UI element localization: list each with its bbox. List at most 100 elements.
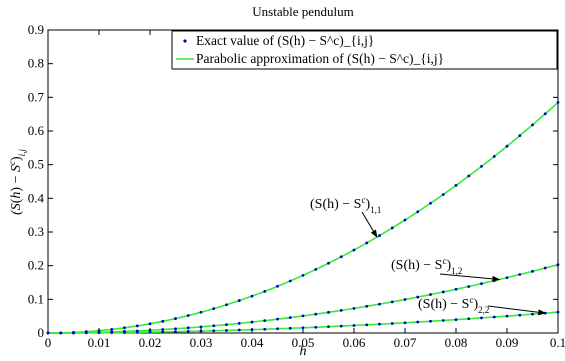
exact-point	[390, 322, 394, 325]
exact-point	[161, 319, 165, 323]
exact-point	[531, 312, 534, 316]
exact-point	[263, 289, 267, 293]
exact-point	[365, 323, 369, 327]
exact-point	[556, 263, 560, 267]
exact-point	[263, 327, 267, 331]
exact-point	[237, 321, 241, 325]
x-tick-label: 0.09	[496, 335, 519, 350]
y-tick-label: 0.6	[28, 123, 45, 138]
exact-point	[327, 325, 330, 329]
exact-point	[72, 331, 75, 335]
exact-point	[518, 134, 522, 138]
y-tick-label: 0.7	[28, 89, 45, 104]
exact-point	[531, 123, 534, 127]
exact-point	[135, 324, 139, 328]
exact-point	[352, 248, 356, 252]
exact-point	[225, 323, 228, 327]
exact-point	[454, 184, 458, 187]
exact-point	[327, 261, 330, 265]
x-tick-label: 0.02	[139, 335, 162, 350]
exact-point	[276, 317, 279, 321]
exact-point	[352, 324, 356, 327]
y-tick-label: 0.8	[28, 56, 44, 71]
exact-point	[429, 201, 432, 205]
legend: Exact value of (S(h) − S^c)_{i,j} Parabo…	[171, 30, 558, 70]
exact-point	[416, 320, 420, 324]
legend-box	[171, 30, 558, 70]
exact-point	[123, 326, 126, 330]
exact-point	[378, 302, 381, 306]
x-tick-label: 0.03	[190, 335, 213, 350]
exact-point	[186, 314, 190, 317]
y-tick-label: 0.9	[28, 22, 44, 37]
exact-point	[390, 300, 394, 304]
x-axis-ticks: 0 0.01 0.02 0.03 0.04 0.05 0.06 0.07 0.08 0.09 0.1	[45, 30, 565, 350]
exact-point	[365, 304, 369, 308]
x-tick-label: 0.05	[292, 335, 315, 350]
exact-point	[174, 330, 177, 334]
y-tick-label: 0.1	[28, 291, 44, 306]
exact-point	[339, 255, 343, 259]
exact-point	[314, 312, 318, 316]
exact-point	[416, 295, 420, 299]
exact-point	[301, 273, 305, 277]
exact-point	[276, 284, 279, 288]
exact-point	[505, 314, 509, 318]
exact-point	[403, 298, 407, 301]
annotation-label: (S(h) − Sc)1,2	[391, 256, 462, 276]
y-axis-ticks: 0 0.1 0.2 0.3 0.4 0.5 0.6 0.7 0.8 0.9	[28, 22, 558, 340]
exact-point	[250, 328, 254, 332]
exact-point	[161, 330, 165, 334]
exact-point	[543, 266, 547, 270]
x-tick-label: 0	[45, 335, 52, 350]
exact-point	[97, 331, 101, 335]
exact-point	[467, 174, 471, 178]
exact-point	[135, 330, 139, 334]
curve-annotations: (S(h) − Sc)1,1 (S(h) − Sc)1,2 (S(h) − Sc)2…	[310, 195, 547, 316]
exact-point	[148, 330, 152, 334]
exact-point	[148, 322, 152, 326]
exact-point	[199, 325, 203, 329]
x-axis-label: h	[300, 344, 307, 359]
exact-point	[84, 331, 88, 335]
exact-point	[225, 303, 228, 307]
exact-point	[492, 155, 496, 158]
exact-point	[288, 316, 292, 319]
exact-point	[492, 279, 496, 283]
exact-point	[301, 314, 305, 318]
exact-point	[250, 320, 254, 324]
exact-point	[556, 100, 560, 104]
exact-point	[365, 241, 369, 245]
exact-point	[174, 317, 177, 320]
exact-point	[441, 193, 445, 196]
exact-point	[174, 327, 177, 331]
exact-point	[199, 329, 203, 333]
annotation-arrow	[361, 211, 378, 238]
x-tick-label: 0.06	[343, 335, 366, 350]
exact-point	[339, 324, 343, 328]
exact-point	[225, 329, 228, 332]
x-tick-label: 0.08	[445, 335, 468, 350]
exact-point	[212, 329, 216, 333]
exact-point	[454, 318, 458, 322]
exact-point	[186, 330, 190, 333]
y-tick-label: 0	[38, 325, 45, 340]
exact-point	[339, 309, 343, 312]
annotation-arrow	[439, 273, 501, 282]
exact-point	[212, 324, 216, 328]
exact-point	[429, 319, 432, 323]
legend-label-parabolic: Parabolic approximation of (S(h) − S^c)_…	[196, 51, 444, 66]
annotation-label: (S(h) − Sc)2,2	[418, 295, 489, 315]
exact-point	[263, 319, 267, 323]
x-tick-label: 0.1	[550, 335, 565, 350]
exact-point	[467, 317, 471, 321]
exact-point	[416, 210, 420, 214]
exact-point	[543, 112, 547, 116]
exact-point	[301, 326, 305, 330]
x-tick-label: 0.07	[394, 335, 417, 350]
exact-point	[288, 279, 292, 283]
exact-point	[46, 331, 50, 335]
exact-point	[199, 310, 203, 314]
exact-point	[518, 313, 522, 317]
exact-point	[429, 293, 432, 296]
